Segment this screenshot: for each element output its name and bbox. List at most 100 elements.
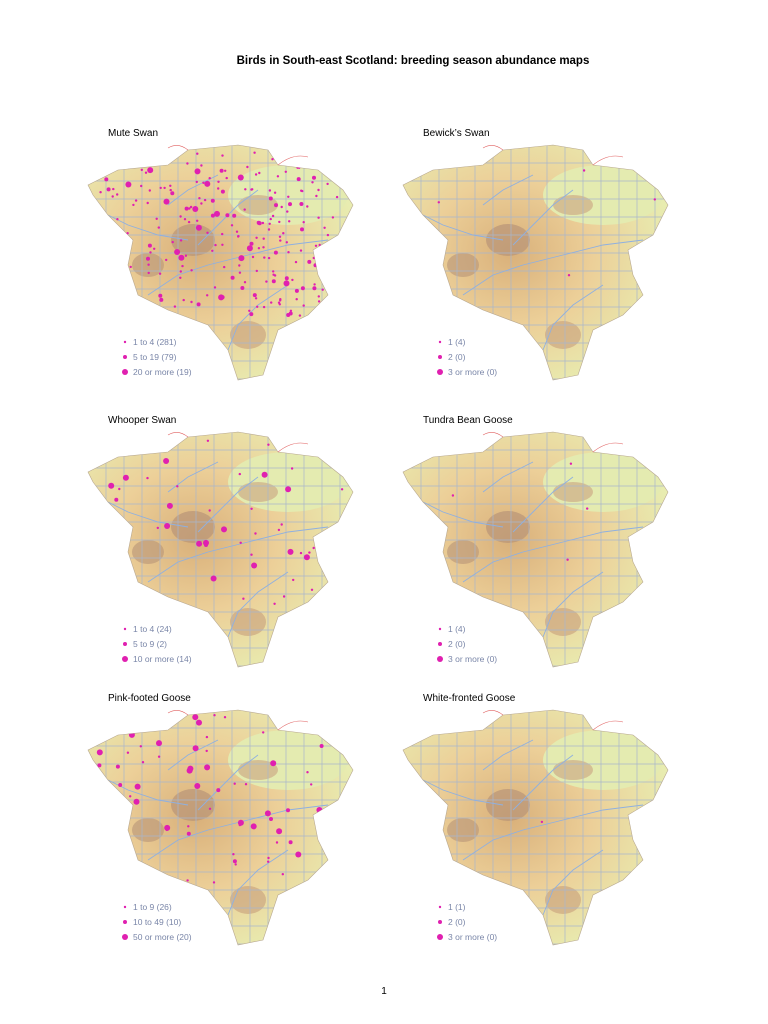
bird-dot (323, 226, 326, 229)
bird-dot (288, 840, 293, 845)
bird-dot (126, 751, 130, 754)
legend-dot (123, 642, 127, 646)
bird-dot (287, 251, 290, 254)
bird-dot (288, 220, 291, 223)
bird-dot (169, 188, 172, 192)
bird-dot (267, 856, 270, 860)
bird-dot (238, 264, 241, 267)
bird-dot (104, 177, 109, 182)
map-image (403, 710, 673, 950)
legend-dot (437, 656, 443, 662)
bird-dot (262, 305, 266, 309)
bird-dot (270, 760, 277, 767)
legend-label: 2 (0) (448, 352, 466, 362)
bird-dots (96, 714, 324, 884)
bird-dot (284, 276, 289, 281)
bird-dot (295, 851, 302, 858)
bird-dot (181, 264, 184, 268)
bird-dot (283, 280, 290, 287)
bird-dot (233, 782, 236, 785)
bird-dot (204, 180, 211, 187)
legend-label: 10 or more (14) (133, 654, 192, 664)
legend-dot (123, 905, 127, 909)
bird-dot (147, 271, 150, 275)
bird-dot (223, 716, 227, 719)
bird-dot (294, 288, 299, 293)
bird-dot (230, 275, 235, 280)
bird-dot (255, 269, 258, 273)
map-panel: Tundra Bean Goose 1 (4) 2 (0) 3 or more (0) (403, 415, 673, 672)
bird-dot (192, 745, 199, 752)
bird-dot (196, 302, 201, 307)
bird-dot (106, 187, 111, 192)
bird-dot (146, 201, 149, 205)
bird-dot (300, 286, 305, 291)
bird-dot (163, 186, 166, 190)
bird-dot (306, 205, 309, 208)
bird-dot (237, 819, 244, 826)
bird-dot (115, 764, 120, 769)
bird-dot (244, 783, 248, 786)
map-image (403, 432, 673, 672)
bird-dot (214, 210, 220, 217)
bird-dot (211, 249, 214, 252)
bird-dot (313, 283, 316, 286)
bird-dot (213, 714, 216, 717)
map-title: White-fronted Goose (423, 693, 516, 704)
legend-dot (123, 340, 127, 344)
bird-dot (169, 184, 172, 187)
legend-label: 1 to 4 (24) (133, 624, 172, 634)
bird-dot (217, 180, 220, 183)
legend-dot (123, 355, 127, 359)
legend-label: 2 (0) (448, 917, 466, 927)
bird-dot (269, 217, 272, 221)
bird-dot (256, 220, 261, 225)
bird-dot (280, 523, 283, 526)
bird-dot (205, 749, 208, 753)
bird-dots (99, 151, 339, 317)
bird-dot (270, 301, 273, 304)
bird-dot (569, 462, 573, 465)
bird-dot (437, 201, 440, 204)
bird-dot (186, 831, 191, 836)
bird-dot (166, 502, 173, 509)
bird-dot (179, 239, 183, 242)
bird-dot (189, 205, 193, 209)
bird-dot (235, 230, 239, 233)
bird-dot (249, 241, 254, 246)
bird-dot (302, 304, 305, 307)
bird-dot (176, 485, 179, 488)
bird-dot (254, 173, 258, 176)
legend-dot (122, 934, 128, 940)
bird-dot (244, 188, 247, 191)
bird-dot (267, 443, 270, 446)
bird-dot (276, 175, 280, 178)
legend-label: 5 to 9 (2) (133, 639, 167, 649)
bird-dot (221, 232, 224, 236)
bird-dot (326, 182, 329, 186)
bird-dot (232, 859, 237, 864)
bird-dot (295, 298, 298, 301)
bird-dot (249, 312, 254, 317)
bird-dot (313, 263, 318, 268)
bird-dot (268, 196, 273, 201)
bird-dot (134, 783, 141, 790)
bird-dot (262, 731, 265, 734)
bird-dot (144, 171, 148, 174)
bird-dot (237, 234, 240, 238)
bird-dot (288, 202, 292, 207)
bird-dot (318, 243, 321, 247)
bird-dot (203, 539, 209, 546)
bird-dot (261, 471, 268, 478)
bird-dot (206, 231, 209, 234)
bird-dot (186, 879, 189, 882)
bird-dot (184, 254, 188, 257)
bird-dot (251, 255, 255, 259)
bird-dot (277, 528, 281, 532)
map-image (88, 432, 358, 672)
bird-dot (299, 551, 303, 555)
bird-dot (311, 181, 314, 184)
bird-dot (183, 218, 187, 221)
bird-dot (153, 247, 156, 250)
